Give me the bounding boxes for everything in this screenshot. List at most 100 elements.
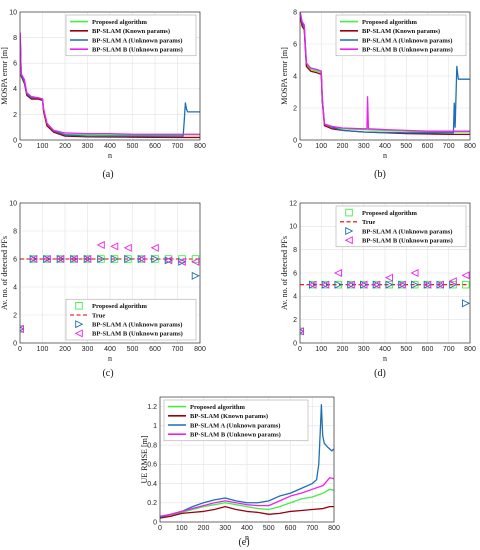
panel-caption: (d) xyxy=(374,368,386,379)
legend-label: True xyxy=(92,312,105,319)
legend-label: BP-SLAM A (Unknown params) xyxy=(92,322,182,329)
legend-item: BP-SLAM B (Unknown params) xyxy=(340,47,453,54)
x-tick-label: 600 xyxy=(149,346,161,353)
x-tick-label: 800 xyxy=(194,143,206,150)
data-point-2-10 xyxy=(150,243,159,252)
legend-label: BP-SLAM (Known params) xyxy=(362,28,440,35)
legend-label: Proposed algorithm xyxy=(190,404,246,411)
x-tick-label: 400 xyxy=(379,143,391,150)
y-tick-label: 10 xyxy=(9,200,17,207)
data-point-1-3 xyxy=(334,280,343,289)
x-tick-label: 200 xyxy=(337,346,349,353)
y-tick-label: 2 xyxy=(293,105,297,112)
x-tick-label: 400 xyxy=(104,346,116,353)
legend-swatch xyxy=(75,320,84,329)
legend-item: BP-SLAM A (Unknown params) xyxy=(345,226,452,236)
y-tick-label: 0.6 xyxy=(147,462,157,469)
panel-caption: (e) xyxy=(238,537,249,548)
data-point-1-7 xyxy=(385,280,394,289)
y-tick-label: 6 xyxy=(293,270,297,277)
legend-item: BP-SLAM B (Unknown params) xyxy=(74,329,183,338)
legend-item: BP-SLAM (Known params) xyxy=(70,28,170,35)
legend-label: True xyxy=(362,219,375,226)
x-tick-label: 100 xyxy=(176,525,188,532)
x-tick-label: 0 xyxy=(18,346,22,353)
x-axis-label: n xyxy=(383,354,387,363)
x-tick-label: 600 xyxy=(149,143,161,150)
y-tick-label: 2 xyxy=(13,112,17,119)
plot-area xyxy=(160,404,334,519)
data-point-2-9 xyxy=(410,268,419,278)
x-tick-label: 300 xyxy=(358,143,370,150)
panel-caption: (c) xyxy=(102,368,113,379)
panel-caption: (a) xyxy=(102,169,113,180)
legend-label: BP-SLAM B (Unknown params) xyxy=(362,238,453,245)
legend-label: Proposed algorithm xyxy=(92,19,148,26)
plot-area xyxy=(20,32,200,139)
x-tick-label: 0 xyxy=(298,143,302,150)
legend-label: Proposed algorithm xyxy=(92,303,148,310)
x-tick-label: 500 xyxy=(400,346,412,353)
legend-swatch xyxy=(344,236,353,245)
data-point-2-3 xyxy=(333,268,342,278)
legend-label: BP-SLAM A (Unknown params) xyxy=(190,422,280,429)
legend-label: BP-SLAM B (Unknown params) xyxy=(92,331,183,338)
y-axis-label: MOSPA error [m] xyxy=(280,47,289,105)
legend-swatch xyxy=(345,226,354,236)
legend-label: BP-SLAM (Known params) xyxy=(190,413,268,420)
data-point-2-1 xyxy=(308,280,317,289)
y-tick-label: 8 xyxy=(293,247,297,254)
legend-label: Proposed algorithm xyxy=(362,19,418,26)
y-tick-label: 2 xyxy=(13,312,17,319)
x-tick-label: 200 xyxy=(59,346,71,353)
series-line-0 xyxy=(160,488,334,518)
x-tick-label: 500 xyxy=(127,346,139,353)
x-tick-label: 600 xyxy=(285,525,297,532)
data-point-1-9 xyxy=(411,280,420,289)
x-tick-label: 800 xyxy=(464,143,476,150)
data-point-1-6 xyxy=(97,254,106,264)
y-tick-label: 8 xyxy=(13,228,17,235)
x-tick-label: 100 xyxy=(315,346,327,353)
legend-swatch xyxy=(75,302,83,310)
x-axis-label: n xyxy=(245,533,249,542)
data-point-2-13 xyxy=(191,257,200,266)
x-tick-label: 800 xyxy=(464,346,476,353)
y-tick-label: 8 xyxy=(293,9,297,16)
legend-item: BP-SLAM B (Unknown params) xyxy=(70,47,183,54)
series-line-3 xyxy=(160,477,334,517)
y-tick-label: 10 xyxy=(289,224,297,231)
chart-d: 0 100 200 300 400 500 600 700 800 0 2 4 6 8 10 12 n Av. n… xyxy=(280,200,476,379)
y-tick-label: 0 xyxy=(293,137,297,144)
y-tick-label: 0 xyxy=(13,137,17,144)
legend-label: BP-SLAM A (Unknown params) xyxy=(92,37,182,44)
x-axis-label: n xyxy=(383,151,387,160)
data-point-2-6 xyxy=(372,280,381,289)
legend-item: BP-SLAM A (Unknown params) xyxy=(340,37,452,44)
x-tick-label: 100 xyxy=(315,143,327,150)
y-tick-label: 10 xyxy=(9,9,17,16)
data-point-2-2 xyxy=(321,280,330,289)
data-point-2-9 xyxy=(137,254,146,264)
chart-a: 0 100 200 300 400 500 600 700 800 0 2 4 6 8 10 n MOSPA e… xyxy=(0,9,206,180)
legend-item: True xyxy=(340,219,375,226)
y-tick-label: 12 xyxy=(289,200,297,207)
x-tick-label: 100 xyxy=(37,143,49,150)
panel-caption: (b) xyxy=(374,169,386,180)
legend-item: BP-SLAM A (Unknown params) xyxy=(168,422,280,429)
data-point-2-5 xyxy=(359,280,368,289)
plot-area xyxy=(20,240,200,334)
y-tick-label: 4 xyxy=(293,294,297,301)
legend: Proposed algorithm True BP-SLAM A (Unknown… xyxy=(65,298,197,341)
x-tick-label: 700 xyxy=(172,143,184,150)
x-tick-label: 500 xyxy=(400,143,412,150)
y-tick-label: 0.8 xyxy=(147,442,157,449)
y-axis-label: UE RMSE [m] xyxy=(140,435,149,483)
x-tick-label: 400 xyxy=(241,525,253,532)
data-point-2-3 xyxy=(56,254,65,264)
data-point-2-11 xyxy=(164,256,173,265)
data-point-1-8 xyxy=(124,254,133,264)
y-tick-label: 0 xyxy=(293,340,297,347)
y-tick-label: 8 xyxy=(13,35,17,42)
